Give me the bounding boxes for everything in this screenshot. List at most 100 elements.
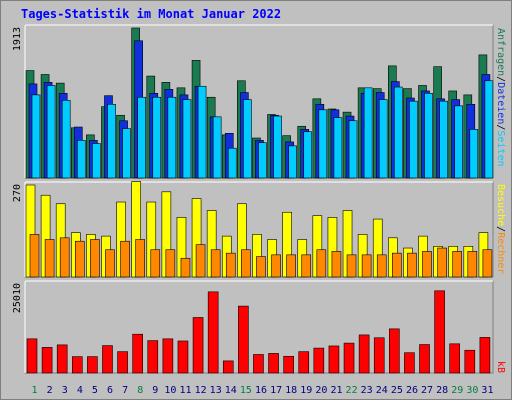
bar-kb-day-29	[449, 343, 461, 374]
bar-rechner-day-23	[361, 254, 372, 278]
bar-seiten-day-1	[31, 94, 41, 179]
bar-seiten-day-16	[258, 142, 267, 179]
chart-bars	[25, 27, 494, 374]
bar-rechner-day-11	[180, 257, 191, 278]
legend-seiten: Seiten	[495, 130, 506, 166]
day-label-19: 19	[300, 385, 312, 396]
day-label-26: 26	[406, 385, 418, 396]
y-tick-label: 1913	[12, 27, 23, 51]
bar-kb-day-16	[253, 354, 264, 374]
bar-rechner-day-18	[286, 254, 296, 278]
bar-rechner-day-22	[346, 254, 357, 278]
chart-panels	[24, 24, 494, 374]
bar-rechner-day-20	[316, 249, 327, 278]
bar-seiten-day-4	[76, 140, 86, 179]
bar-seiten-day-3	[61, 100, 71, 179]
day-label-22: 22	[346, 385, 358, 396]
legend-kb: kB	[495, 361, 506, 373]
day-label-12: 12	[195, 385, 207, 396]
bar-kb-day-19	[298, 351, 310, 374]
side-legend: Anfragen/Dateien/Seiten	[495, 28, 506, 167]
bar-seiten-day-12	[197, 85, 207, 179]
bar-rechner-day-19	[301, 254, 312, 278]
bar-seiten-day-7	[122, 128, 131, 179]
bar-rechner-day-14	[225, 252, 236, 278]
day-label-27: 27	[421, 385, 433, 396]
bar-rechner-day-5	[90, 239, 100, 278]
x-day-labels: 1 2 3 4 5 6 7 8 9 10 11 12 13 14 15 16 17 18 19 20 21 22 23 24 2…	[32, 385, 494, 396]
legend-rechner: Rechner	[495, 232, 506, 274]
day-label-14: 14	[225, 385, 237, 396]
bar-rechner-day-13	[210, 249, 221, 278]
day-label-28: 28	[436, 385, 448, 396]
day-label-3: 3	[62, 385, 68, 396]
legend-slash: /	[495, 226, 506, 232]
bar-seiten-day-6	[107, 103, 116, 179]
day-label-5: 5	[92, 385, 98, 396]
day-label-11: 11	[179, 385, 191, 396]
bar-kb-day-7	[117, 351, 128, 374]
day-label-24: 24	[376, 385, 388, 396]
bar-seiten-day-29	[454, 105, 464, 179]
bar-kb-day-26	[404, 352, 415, 374]
legend-dateien: Dateien	[495, 82, 506, 124]
bar-kb-day-4	[71, 356, 83, 374]
day-label-1: 1	[32, 385, 38, 396]
bar-kb-day-11	[177, 340, 189, 374]
bar-kb-day-18	[283, 355, 294, 374]
side-legend: Besuche/Rechner	[495, 184, 506, 274]
bar-kb-day-6	[102, 345, 113, 374]
bar-kb-day-25	[389, 328, 400, 374]
bar-kb-day-28	[434, 290, 445, 374]
bar-kb-day-10	[162, 338, 174, 374]
day-label-20: 20	[315, 385, 327, 396]
bar-kb-day-15	[238, 305, 249, 374]
day-label-10: 10	[164, 385, 176, 396]
bar-seiten-day-10	[167, 96, 177, 179]
bar-kb-day-22	[343, 342, 355, 374]
bar-seiten-day-14	[227, 147, 237, 179]
bar-rechner-day-9	[150, 249, 161, 278]
day-label-9: 9	[152, 385, 158, 396]
bar-rechner-day-17	[271, 254, 281, 278]
bar-seiten-day-20	[318, 109, 328, 179]
bar-kb-day-27	[419, 344, 430, 374]
y-tick-label: 270	[12, 184, 23, 202]
bar-kb-day-12	[192, 317, 204, 374]
bar-kb-day-23	[358, 334, 370, 374]
day-label-7: 7	[122, 385, 128, 396]
bar-rechner-day-16	[256, 256, 266, 278]
legend-besuche: Besuche	[495, 184, 506, 226]
bar-rechner-day-24	[376, 254, 387, 278]
day-label-23: 23	[361, 385, 373, 396]
bar-rechner-day-29	[452, 251, 463, 278]
day-label-15: 15	[240, 385, 252, 396]
bar-seiten-day-9	[152, 96, 162, 179]
bar-kb-day-13	[207, 291, 219, 374]
day-label-16: 16	[255, 385, 267, 396]
bar-rechner-day-8	[135, 239, 145, 278]
day-label-18: 18	[285, 385, 297, 396]
day-label-25: 25	[391, 385, 403, 396]
bar-seiten-day-15	[243, 99, 252, 179]
bar-kb-day-24	[373, 337, 385, 374]
bar-kb-day-21	[328, 345, 340, 374]
day-label-4: 4	[77, 385, 83, 396]
day-label-30: 30	[466, 385, 478, 396]
chart-title: Tages-Statistik im Monat Januar 2022	[21, 7, 282, 21]
bar-seiten-day-28	[439, 100, 448, 179]
bar-rechner-day-4	[74, 240, 85, 278]
bar-kb-day-20	[313, 347, 325, 374]
day-label-21: 21	[330, 385, 342, 396]
bar-rechner-day-3	[59, 237, 70, 278]
day-label-8: 8	[137, 385, 143, 396]
bar-kb-day-5	[87, 356, 98, 374]
bar-seiten-day-13	[212, 116, 222, 179]
day-label-13: 13	[210, 385, 222, 396]
bar-seiten-day-11	[182, 99, 192, 179]
bar-kb-day-30	[464, 349, 476, 374]
bar-kb-day-17	[268, 353, 279, 374]
bar-rechner-day-6	[105, 249, 115, 278]
y-tick-label: 25010	[12, 283, 23, 313]
bar-kb-day-3	[56, 344, 68, 374]
